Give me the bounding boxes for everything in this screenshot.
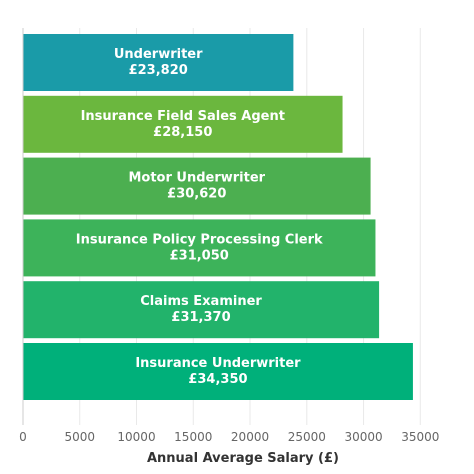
bar-value-label: £30,620: [167, 187, 226, 202]
bar-category-label: Insurance Policy Processing Clerk: [76, 232, 323, 247]
bar-category-label: Claims Examiner: [140, 294, 262, 309]
x-tick-label: 10000: [117, 430, 155, 444]
x-axis-title: Annual Average Salary (£): [147, 451, 339, 466]
bar[interactable]: [23, 34, 294, 91]
bar-category-label: Insurance Underwriter: [135, 356, 301, 371]
x-tick-label: 25000: [288, 430, 326, 444]
bar-value-label: £31,370: [171, 310, 230, 325]
bar-category-label: Insurance Field Sales Agent: [81, 109, 285, 124]
bar[interactable]: [23, 343, 413, 400]
x-tick-label: 35000: [401, 430, 439, 444]
bar-value-label: £34,350: [188, 372, 247, 387]
bar-value-label: £23,820: [129, 63, 188, 78]
x-tick-label: 0: [19, 430, 27, 444]
bar[interactable]: [23, 281, 380, 339]
bar-labels: Underwriter£23,820 Insurance Field Sales …: [76, 47, 323, 387]
bar-category-label: Motor Underwriter: [128, 171, 265, 186]
x-tick-label: 5000: [64, 430, 95, 444]
bar[interactable]: [23, 157, 371, 215]
bar-value-label: £31,050: [170, 248, 229, 263]
bar-category-label: Underwriter: [114, 47, 203, 62]
bars: [23, 34, 413, 400]
bar[interactable]: [23, 95, 343, 153]
x-tick-label: 15000: [174, 430, 212, 444]
x-tick-labels: 0 5000 10000 15000 20000 25000 30000 35000: [19, 430, 439, 444]
x-tick-label: 20000: [231, 430, 269, 444]
bar-value-label: £28,150: [153, 125, 212, 140]
x-tick-label: 30000: [344, 430, 382, 444]
bar[interactable]: [23, 219, 376, 277]
